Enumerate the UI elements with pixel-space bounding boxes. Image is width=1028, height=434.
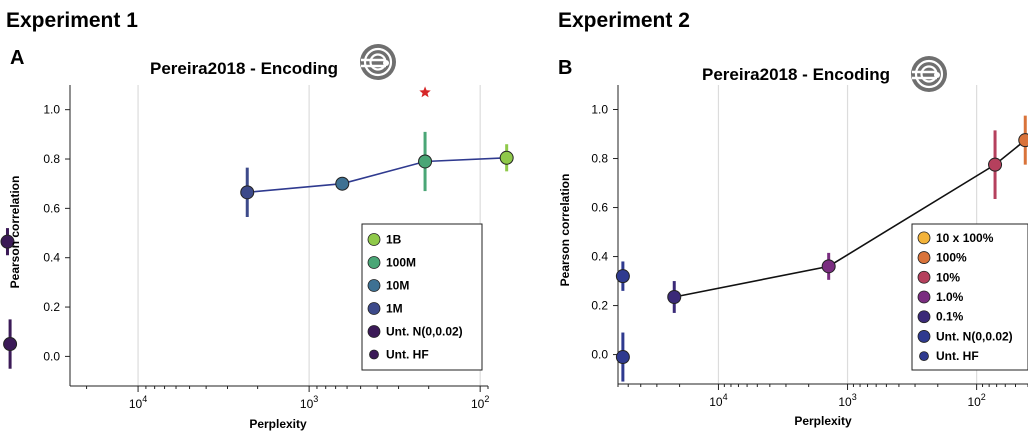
legend-label: 100M — [386, 256, 416, 270]
legend-marker — [917, 270, 931, 284]
panel-b-letter: B — [558, 57, 572, 79]
data-point — [499, 150, 514, 165]
x-tick-base: 10 — [838, 395, 852, 409]
legend-marker — [917, 310, 931, 324]
y-tick-label: 1.0 — [591, 103, 608, 117]
legend-marker — [367, 256, 381, 269]
panel-a-legend: 1B 100M 10M 1M Unt. N(0,0.02) Unt. HF — [361, 223, 483, 371]
legend-label: 1B — [386, 233, 402, 247]
y-tick-label: 1.0 — [43, 103, 60, 117]
panel-a-xlabel: Perplexity — [249, 417, 307, 431]
legend-box — [911, 223, 1028, 371]
x-tick-exponent: 2 — [484, 394, 489, 404]
x-tick-label: 102 — [471, 394, 489, 411]
x-tick-base: 10 — [129, 397, 143, 411]
experiment-2-title: Experiment 2 — [558, 9, 690, 32]
x-tick-exponent: 4 — [723, 392, 728, 402]
panel-b-legend: 10 x 100% 100% 10% 1.0% 0.1% Unt. N(0,0.02) Un… — [911, 223, 1028, 371]
data-point — [418, 154, 433, 169]
legend-label: 10 x 100% — [936, 231, 994, 245]
trend-line — [247, 156, 507, 194]
brain-score-logo-icon — [911, 56, 947, 92]
legend-label: Unt. HF — [386, 348, 429, 362]
data-point — [0, 234, 15, 249]
panel-a-letter: A — [10, 47, 24, 69]
experiment-1-title: Experiment 1 — [6, 9, 138, 32]
legend-marker — [917, 330, 931, 343]
panel-b-xlabel: Perplexity — [794, 414, 852, 428]
legend-label: Unt. HF — [936, 349, 979, 363]
x-tick-exponent: 3 — [313, 394, 318, 404]
x-tick-base: 10 — [967, 395, 981, 409]
legend-label: Unt. N(0,0.02) — [386, 325, 463, 339]
legend-marker — [917, 290, 931, 304]
x-tick-base: 10 — [300, 397, 314, 411]
x-tick-base: 10 — [471, 397, 485, 411]
y-tick-label: 0.0 — [591, 348, 608, 362]
y-tick-label: 0.4 — [43, 251, 60, 265]
data-point — [240, 185, 255, 200]
panel-b-title: Pereira2018 - Encoding — [702, 65, 890, 84]
y-tick-label: 0.6 — [43, 201, 60, 215]
x-tick-exponent: 2 — [981, 392, 986, 402]
panel-a-ylabel: Pearson correlation — [8, 176, 22, 289]
panel-a-title: Pereira2018 - Encoding — [150, 59, 338, 78]
y-tick-label: 0.2 — [591, 299, 608, 313]
panel-b-ylabel: Pearson correlation — [558, 174, 572, 287]
x-tick-label: 104 — [129, 394, 147, 411]
legend-label: 10M — [386, 279, 409, 293]
y-tick-label: 0.0 — [43, 349, 60, 363]
data-point — [988, 157, 1003, 172]
legend-marker — [367, 302, 381, 315]
legend-label: 100% — [936, 251, 967, 265]
legend-marker — [367, 233, 381, 246]
x-tick-label: 103 — [838, 392, 856, 409]
data-point — [821, 259, 836, 274]
data-point — [667, 289, 682, 304]
panel-b: Experiment 2 B Pereira2018 - Encoding 0.… — [558, 9, 1028, 428]
data-point — [615, 350, 630, 365]
legend-label: 1M — [386, 302, 403, 316]
data-point — [3, 337, 18, 352]
legend-marker — [917, 231, 931, 245]
x-tick-exponent: 4 — [142, 394, 147, 404]
x-tick-label: 102 — [967, 392, 985, 409]
legend-label: 10% — [936, 270, 960, 284]
legend-label: 0.1% — [936, 310, 964, 324]
legend-marker — [367, 279, 381, 292]
brain-score-logo-icon — [360, 44, 396, 80]
x-tick-exponent: 3 — [852, 392, 857, 402]
significance-star — [419, 86, 431, 98]
data-point — [335, 176, 350, 191]
data-point — [615, 269, 630, 284]
legend-label: Unt. N(0,0.02) — [936, 329, 1013, 343]
y-tick-label: 0.6 — [591, 201, 608, 215]
y-tick-label: 0.8 — [43, 152, 60, 166]
legend-marker — [919, 351, 929, 362]
y-tick-label: 0.4 — [591, 250, 608, 264]
data-point — [1018, 133, 1028, 148]
legend-label: 1.0% — [936, 290, 964, 304]
legend-marker — [917, 251, 931, 264]
panel-a: Experiment 1 A Pereira2018 - Encoding 0.… — [0, 9, 514, 431]
legend-marker — [367, 325, 381, 338]
x-tick-base: 10 — [709, 395, 723, 409]
legend-marker — [369, 349, 379, 360]
x-tick-label: 104 — [709, 392, 727, 409]
x-tick-label: 103 — [300, 394, 318, 411]
y-tick-label: 0.2 — [43, 300, 60, 314]
legend-box — [361, 223, 483, 371]
y-tick-label: 0.8 — [591, 152, 608, 166]
